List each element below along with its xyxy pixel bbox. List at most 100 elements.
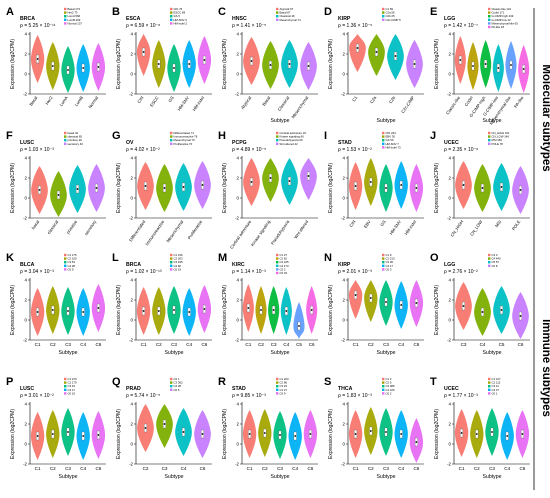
y-tick-label: -2 bbox=[23, 338, 27, 343]
panel-title: STAD bbox=[338, 140, 352, 146]
legend-entry: C2 179 bbox=[68, 381, 77, 385]
legend-swatch bbox=[382, 18, 385, 21]
y-tick-label: 0 bbox=[343, 196, 346, 201]
y-tick-label: 4 bbox=[343, 32, 346, 37]
legend-swatch bbox=[170, 385, 173, 388]
panel-letter: R bbox=[218, 376, 226, 388]
y-tick-label: 4 bbox=[343, 402, 346, 407]
panel-stat: ρ = 2.35 × 10⁻⁸ bbox=[444, 147, 478, 153]
legend-swatch bbox=[382, 135, 385, 138]
legend-swatch bbox=[382, 142, 385, 145]
panel-letter: N bbox=[324, 252, 332, 264]
x-tick-label: HM-SNV bbox=[176, 95, 190, 112]
panel-stat: ρ = 1.53 × 10⁻² bbox=[338, 147, 372, 153]
x-tick-label: primitive bbox=[65, 219, 78, 235]
panel-title: KIRP bbox=[338, 262, 351, 268]
median-point-C3 bbox=[385, 431, 387, 433]
legend-swatch bbox=[382, 377, 385, 381]
median-point-C2 bbox=[51, 309, 54, 311]
panel-title: BLCA bbox=[20, 262, 35, 268]
legend-swatch bbox=[488, 392, 491, 395]
median-point-Classic-like bbox=[459, 59, 462, 61]
panel-title: LGG bbox=[444, 262, 455, 268]
panel-title: THCA bbox=[338, 386, 353, 392]
x-tick-label: C1 bbox=[35, 342, 41, 347]
x-axis-label: Subtype bbox=[482, 118, 501, 124]
legend-swatch bbox=[64, 131, 67, 135]
x-tick-label: Mesenchymal bbox=[165, 219, 184, 243]
legend-swatch bbox=[488, 11, 491, 14]
panel-title: LUSC bbox=[20, 140, 34, 146]
legend-entry: CIN 223 bbox=[386, 131, 397, 135]
x-tick-label: C2 bbox=[368, 342, 374, 347]
median-point-Proliferative bbox=[201, 184, 204, 186]
legend-entry: Differentiated 71 bbox=[174, 131, 195, 135]
x-tick-label: C3 bbox=[162, 466, 168, 471]
violin-C1 bbox=[349, 34, 366, 72]
y-tick-label: 4 bbox=[131, 402, 134, 407]
legend-swatch bbox=[488, 253, 491, 257]
legend-entry: Basal 173 bbox=[68, 7, 81, 11]
legend-swatch bbox=[64, 388, 67, 391]
y-tick-label: -2 bbox=[447, 462, 451, 467]
legend-entry: C6 2 bbox=[386, 391, 392, 395]
legend-entry: G-CIMP-high 249 bbox=[492, 14, 514, 18]
median-point-Wnt altered bbox=[307, 175, 310, 177]
legend-entry: CN_HIGH 161 bbox=[492, 131, 510, 135]
median-point-Mesenchymal bbox=[307, 65, 310, 67]
median-point-C3 bbox=[173, 309, 175, 311]
legend-swatch bbox=[64, 257, 67, 260]
panel-title: KIRP bbox=[338, 16, 351, 22]
y-axis-label: Expression (log2CPM) bbox=[434, 409, 440, 459]
x-tick-label: POLE bbox=[511, 219, 522, 231]
legend-entry: C2 263 bbox=[174, 257, 183, 261]
legend-entry: C3 386 bbox=[386, 384, 395, 388]
median-point-Kinase signaling bbox=[269, 177, 272, 179]
median-point-basal bbox=[38, 189, 41, 191]
panel-stat: ρ = 5.74 × 10⁻⁵ bbox=[126, 393, 160, 399]
y-tick-label: 2 bbox=[237, 422, 240, 427]
x-tick-label: C5 bbox=[296, 342, 302, 347]
legend-swatch bbox=[64, 264, 67, 267]
median-point-Differentiated bbox=[144, 185, 147, 187]
median-point-C2 bbox=[369, 297, 372, 299]
legend-swatch bbox=[382, 146, 385, 149]
y-tick-label: 0 bbox=[131, 72, 134, 77]
legend-entry: C5 2 bbox=[280, 267, 286, 271]
y-tick-label: -2 bbox=[129, 92, 133, 97]
x-tick-label: PA-like bbox=[513, 95, 525, 109]
legend-swatch bbox=[382, 11, 385, 14]
x-tick-label: GS bbox=[167, 95, 175, 103]
legend-swatch bbox=[382, 257, 385, 260]
panel-stat: ρ = 1.42 × 10⁻⁷ bbox=[444, 23, 478, 29]
median-point-C2 bbox=[369, 430, 372, 432]
legend-swatch bbox=[382, 131, 385, 135]
x-tick-label: Classic-like bbox=[445, 95, 462, 116]
median-point-CN_LOW bbox=[481, 187, 484, 189]
median-point-Basal bbox=[269, 64, 272, 66]
x-tick-label: Kinase signaling bbox=[250, 219, 272, 247]
x-tick-label: GS bbox=[379, 219, 387, 227]
y-tick-label: -2 bbox=[341, 216, 345, 221]
panel-stat: ρ = 2.01 × 10⁻³ bbox=[338, 269, 372, 275]
legend-entry: Immunoreactive 78 bbox=[174, 135, 198, 139]
legend-entry: C4 106 bbox=[386, 388, 395, 392]
legend-entry: C2 5 bbox=[386, 381, 392, 385]
panel-title: OV bbox=[126, 140, 134, 146]
y-tick-label: 4 bbox=[237, 32, 240, 37]
legend-entry: Classic-like 101 bbox=[492, 7, 512, 11]
legend-swatch bbox=[64, 385, 67, 388]
x-tick-label: Proliferative bbox=[187, 219, 204, 241]
panel-title: UCEC bbox=[444, 386, 459, 392]
panel-letter: I bbox=[324, 130, 327, 142]
violin-C1 bbox=[348, 280, 363, 319]
x-axis-label: Subtype bbox=[270, 474, 289, 480]
panel-stat: ρ = 3.01 × 10⁻² bbox=[20, 393, 54, 399]
y-axis-label: Expression (log2CPM) bbox=[434, 39, 440, 89]
median-point-GS bbox=[173, 67, 175, 69]
